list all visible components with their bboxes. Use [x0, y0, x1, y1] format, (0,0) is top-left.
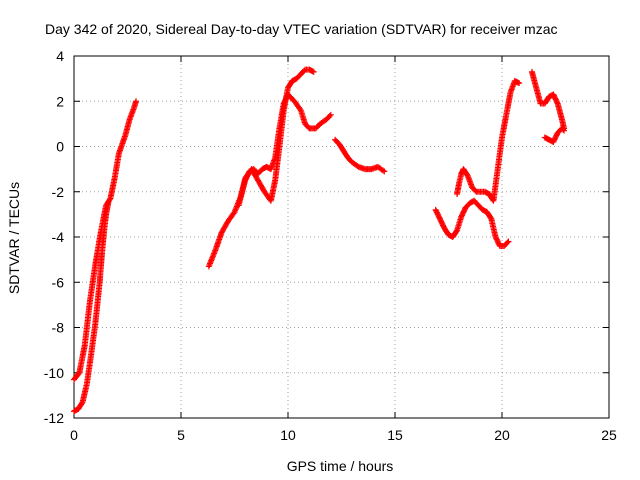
grid: [74, 56, 609, 418]
x-tick-label: 15: [387, 427, 403, 443]
axis-ticks: 0 5 10 15 20 25 -12 -10 -8 -6 -4 -2 0 2 4: [44, 48, 617, 443]
series-arc-2: [71, 200, 112, 415]
y-tick-label: 4: [56, 48, 64, 64]
series-arc-3: [205, 91, 334, 270]
data-markers: [71, 66, 568, 415]
y-tick-label: 0: [56, 139, 64, 155]
y-axis-title: SDTVAR / TECUs: [6, 182, 22, 294]
series-arc-8: [528, 68, 568, 132]
y-tick-label: -6: [52, 274, 65, 290]
data-point: [326, 112, 333, 119]
y-tick-label: -10: [44, 365, 64, 381]
series-arc-7: [454, 77, 523, 204]
chart-title: Day 342 of 2020, Sidereal Day-to-day VTE…: [45, 21, 558, 37]
data-point: [505, 238, 512, 245]
series-arc-5: [332, 136, 388, 175]
series-arc-4: [235, 66, 317, 209]
data-point: [296, 106, 303, 113]
x-tick-label: 10: [280, 427, 296, 443]
series-arc-6: [432, 197, 512, 250]
y-tick-label: -4: [52, 229, 65, 245]
data-point: [381, 168, 388, 175]
data-point: [327, 111, 334, 118]
x-axis-title: GPS time / hours: [287, 458, 394, 474]
y-tick-label: -8: [52, 320, 65, 336]
y-tick-label: -12: [44, 410, 64, 426]
x-tick-label: 25: [601, 427, 617, 443]
data-point: [133, 98, 140, 105]
data-point: [75, 370, 82, 377]
data-point: [380, 167, 387, 174]
data-point: [78, 400, 85, 407]
data-point: [559, 126, 566, 133]
data-point: [105, 200, 112, 207]
y-tick-label: -2: [52, 184, 65, 200]
y-tick-label: 2: [56, 93, 64, 109]
x-tick-label: 20: [494, 427, 510, 443]
data-point: [504, 239, 511, 246]
data-point: [561, 127, 568, 134]
data-point: [516, 80, 523, 87]
data-point: [487, 214, 494, 221]
data-point: [310, 68, 317, 75]
x-tick-label: 0: [70, 427, 78, 443]
x-tick-label: 5: [177, 427, 185, 443]
data-point: [554, 99, 561, 106]
series-arc-9: [541, 125, 568, 145]
data-point: [453, 228, 460, 235]
